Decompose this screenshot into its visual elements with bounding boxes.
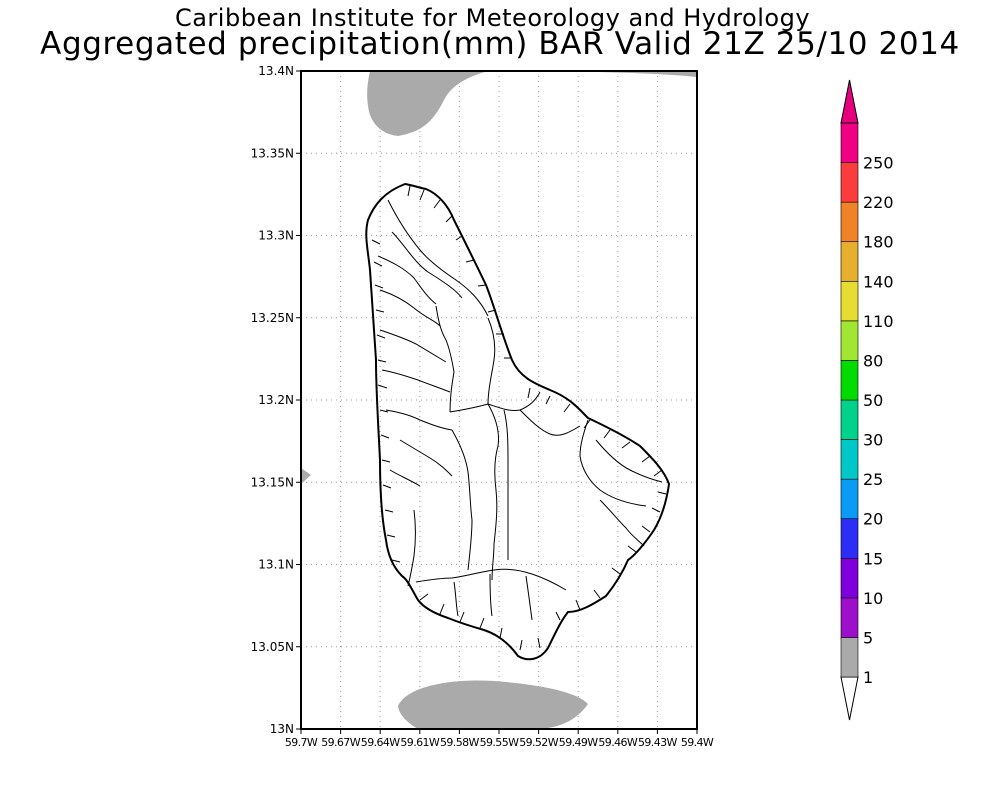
colorbar-label: 30 [863,431,883,450]
colorbar-underflow-triangle [840,676,859,721]
lon-tick-label: 59.64W [361,736,400,749]
lat-tick-label: 13.1N [258,558,294,572]
colorbar-swatch [840,241,859,282]
lat-tick-label: 13.25N [251,311,294,325]
lon-tick-label: 59.52W [519,736,558,749]
chart-title-product: Aggregated precipitation(mm) BAR Valid 2… [40,26,960,62]
lon-tick-label: 59.55W [480,736,519,749]
colorbar-swatch [840,637,859,678]
colorbar-swatch [840,439,859,480]
lon-tick-label: 59.67W [321,736,360,749]
lat-tick-label: 13.35N [251,146,294,160]
colorbar-swatch [840,122,859,163]
colorbar-label: 15 [863,549,883,568]
lon-tick-label: 59.43W [638,736,677,749]
colorbar-label: 220 [863,193,894,212]
precip-area-north [367,71,488,136]
lat-tick-label: 13N [270,722,294,736]
colorbar-swatch [840,597,859,638]
lon-tick-label: 59.7W [285,736,318,749]
colorbar-label: 1 [863,668,873,687]
colorbar-label: 25 [863,470,883,489]
colorbar-label: 10 [863,589,883,608]
lon-tick-label: 59.46W [598,736,637,749]
colorbar-label: 180 [863,233,894,252]
latitude-axis: 13.4N 13.35N 13.3N 13.25N 13.2N 13.15N 13.1N 13… [251,64,301,736]
lon-tick-label: 59.49W [559,736,598,749]
lon-tick-label: 59.58W [440,736,479,749]
map-frame [300,70,698,730]
island-barbados [365,182,671,661]
colorbar-label: 20 [863,510,883,529]
graticule [301,71,697,729]
precip-area-northeast-sliver [548,71,697,77]
colorbar-swatch [840,162,859,203]
colorbar-label: 50 [863,391,883,410]
colorbar-label: 5 [863,628,873,647]
island-coastline [365,182,671,661]
precip-areas [301,71,697,729]
colorbar-swatch [840,478,859,520]
colorbar-swatch [840,557,859,599]
lat-tick-label: 13.15N [251,475,294,489]
lat-tick-label: 13.4N [258,64,294,78]
colorbar-overflow-triangle [840,79,859,124]
colorbar-label: 250 [863,154,894,173]
parish-boundaries [377,199,663,621]
lat-tick-label: 13.2N [258,393,294,407]
chart-title-institution: Caribbean Institute for Meteorology and … [174,4,811,32]
lat-tick-label: 13.3N [258,229,294,243]
colorbar-swatch [840,360,859,401]
colorbar-swatch [840,399,859,440]
lat-tick-label: 13.05N [251,640,294,654]
precip-area-south [398,680,588,729]
colorbar-swatch [840,201,859,243]
lon-tick-label: 59.61W [400,736,439,749]
colorbar-label: 140 [863,272,894,291]
lon-tick-label: 59.4W [681,736,714,749]
colorbar-label: 80 [863,351,883,370]
precip-area-west-edge [301,468,311,484]
colorbar-swatch [840,518,859,559]
longitude-axis: 59.7W 59.67W 59.64W 59.61W 59.58W 59.55W 59.52… [285,729,715,749]
coastline-rugged-edges [371,185,667,651]
colorbar-label: 110 [863,312,894,331]
colorbar-swatch [840,280,859,322]
colorbar-swatch [840,320,859,361]
